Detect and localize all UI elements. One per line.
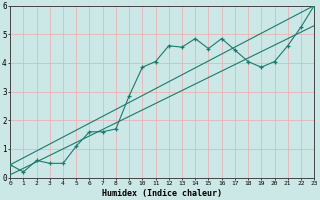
X-axis label: Humidex (Indice chaleur): Humidex (Indice chaleur) xyxy=(102,189,222,198)
